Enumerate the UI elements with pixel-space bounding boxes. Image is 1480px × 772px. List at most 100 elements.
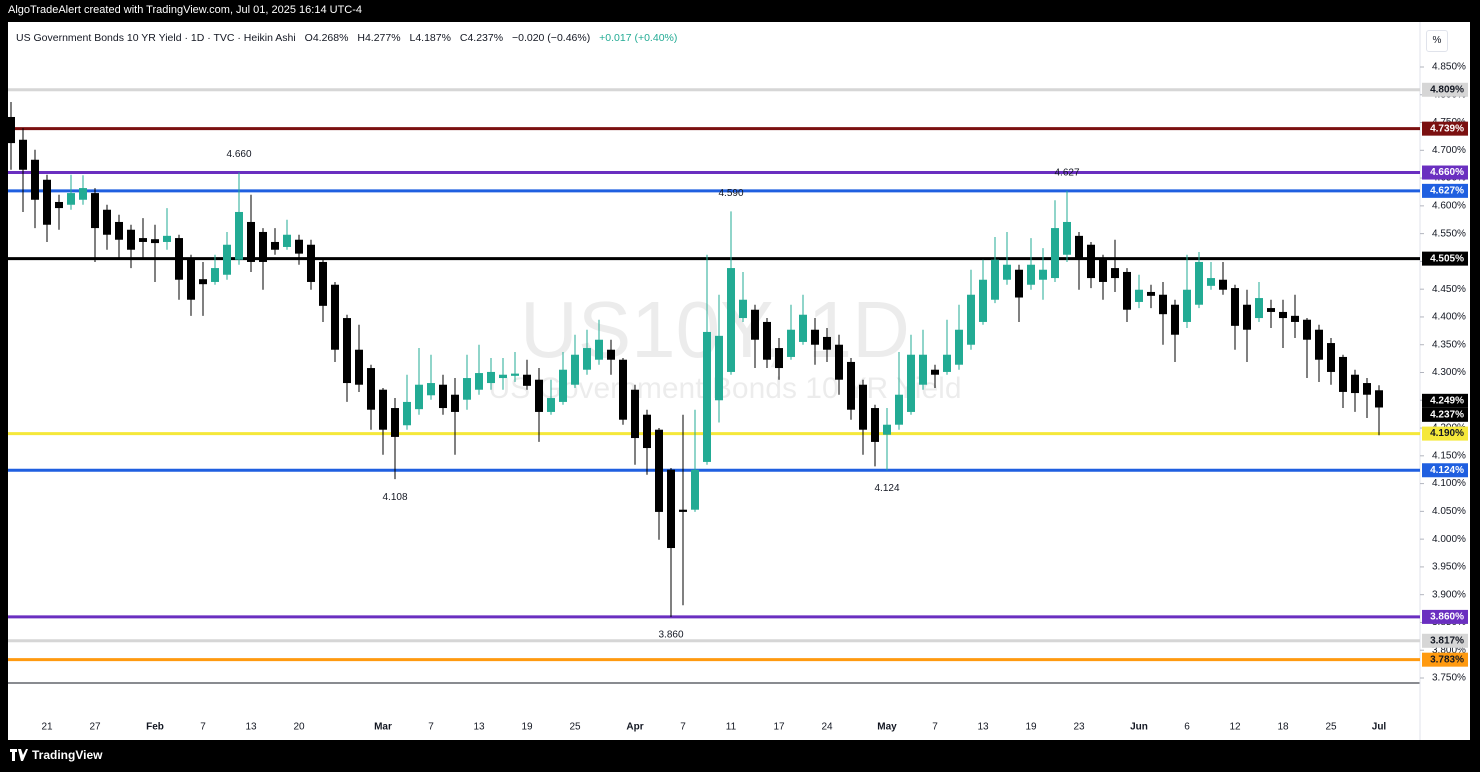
level-label: 3.860% <box>1430 612 1464 623</box>
candle-body <box>391 408 399 437</box>
candle-body <box>271 241 279 250</box>
candle-body <box>427 383 435 396</box>
y-tick-label: 4.400% <box>1432 312 1466 323</box>
candle-body <box>283 234 291 247</box>
candle-body <box>643 414 651 449</box>
candle-body <box>1255 298 1263 319</box>
x-tick-label: 13 <box>977 722 989 733</box>
price-label: 4.249% <box>1430 395 1464 406</box>
candle-body <box>139 238 147 242</box>
candle-body <box>1147 291 1155 296</box>
candle-body <box>595 339 603 360</box>
y-tick-label: 4.350% <box>1432 339 1466 350</box>
candle-body <box>631 389 639 439</box>
candle-body <box>943 354 951 372</box>
candle-body <box>619 359 627 420</box>
candle-body <box>127 229 135 250</box>
candle-body <box>1363 383 1371 395</box>
x-tick-label: 23 <box>1073 722 1085 733</box>
change-after: +0.017 (+0.40%) <box>599 32 678 44</box>
candle-body <box>871 408 879 442</box>
y-tick-label: 3.950% <box>1432 562 1466 573</box>
x-tick-label: 19 <box>521 722 533 733</box>
candle-body <box>1267 308 1275 312</box>
candle-body <box>343 318 351 384</box>
candle-body <box>79 188 87 200</box>
percent-button[interactable]: % <box>1426 30 1448 52</box>
candle-body <box>307 244 315 282</box>
ohlc-high: H4.277% <box>357 32 401 44</box>
candle-body <box>763 321 771 360</box>
candle-body <box>1051 228 1059 279</box>
candle-body <box>1039 269 1047 280</box>
candle-body <box>259 231 267 262</box>
candle-body <box>739 299 747 319</box>
candle-body <box>1171 304 1179 335</box>
annotation: 4.124 <box>874 483 899 494</box>
candle-body <box>1015 269 1023 298</box>
level-label-bg <box>1422 183 1468 198</box>
candle-body <box>55 201 63 209</box>
candle-body <box>451 394 459 412</box>
candle-body <box>1303 319 1311 340</box>
candle-body <box>1075 235 1083 259</box>
candle-body <box>1243 304 1251 330</box>
candle-body <box>163 235 171 242</box>
level-label: 4.809% <box>1430 84 1464 95</box>
candle-body <box>67 193 75 205</box>
candle-body <box>1327 343 1335 372</box>
watermark-subtitle: US Government Bonds 10 YR Yield <box>488 372 961 405</box>
candle-body <box>955 329 963 365</box>
candle-body <box>295 239 303 254</box>
candle-body <box>1183 289 1191 322</box>
candle-body <box>583 348 591 370</box>
x-tick-label: 17 <box>773 722 785 733</box>
y-tick-label: 4.450% <box>1432 284 1466 295</box>
x-tick-label: 7 <box>428 722 434 733</box>
candle-body <box>655 429 663 512</box>
x-tick-label: Jun <box>1130 722 1148 733</box>
candle-body <box>1195 261 1203 305</box>
ohlc-close: C4.237% <box>459 32 504 44</box>
candle-body <box>415 384 423 410</box>
candle-body <box>487 371 495 384</box>
candle-body <box>559 369 567 402</box>
y-tick-label: 3.900% <box>1432 589 1466 600</box>
candle-body <box>667 469 675 549</box>
x-tick-label: 25 <box>1325 722 1337 733</box>
candle-body <box>967 294 975 345</box>
candle-body <box>775 348 783 369</box>
candle-body <box>715 335 723 401</box>
x-tick-label: 21 <box>41 722 53 733</box>
y-tick-label: 3.800% <box>1432 645 1466 656</box>
candle-body <box>691 469 699 510</box>
candle-body <box>703 331 711 462</box>
candle-body <box>535 379 543 412</box>
y-tick-label: 4.100% <box>1432 478 1466 489</box>
candle-body <box>367 368 375 410</box>
level-label-bg <box>1422 609 1468 624</box>
candle-body <box>379 389 387 430</box>
candle-body <box>91 193 99 229</box>
ohlc-open: O4.268% <box>304 32 349 44</box>
level-label-bg <box>1422 121 1468 136</box>
x-tick-label: 24 <box>821 722 833 733</box>
price-label-bg <box>1422 393 1468 408</box>
candle-body <box>1159 294 1167 315</box>
level-label-bg <box>1422 426 1468 441</box>
candle-body <box>1291 315 1299 322</box>
candle-body <box>1111 268 1119 279</box>
candle-body <box>331 284 339 350</box>
candle-body <box>1279 311 1287 319</box>
candle-body <box>847 361 855 410</box>
logo <box>10 749 28 761</box>
y-tick-label: 4.600% <box>1432 200 1466 211</box>
candle-body <box>1351 374 1359 394</box>
y-tick-label: 4.050% <box>1432 506 1466 517</box>
candle-body <box>355 349 363 385</box>
brand: TradingView <box>32 748 103 762</box>
level-label: 4.739% <box>1430 123 1464 134</box>
y-tick-label: 4.850% <box>1432 62 1466 73</box>
x-tick-label: May <box>877 722 897 733</box>
